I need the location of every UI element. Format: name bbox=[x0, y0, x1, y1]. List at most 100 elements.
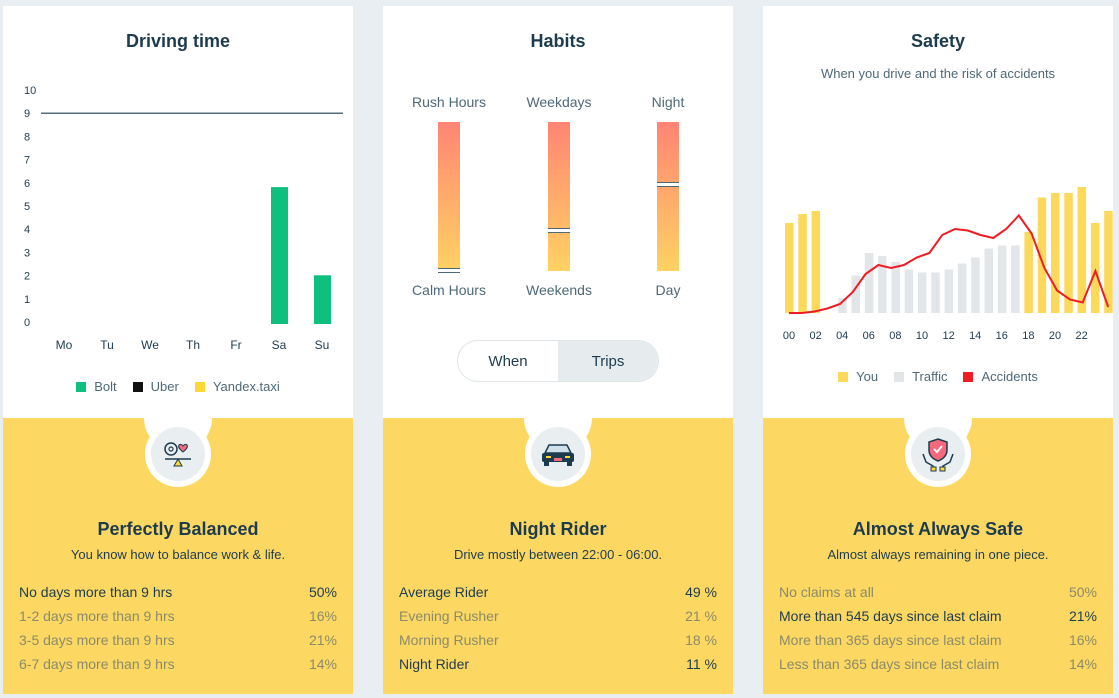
driving-time-chart: 0 1 2 3 4 5 6 7 8 9 10 Mo Tu We Th Fr Sa Su bbox=[24, 85, 343, 352]
section-title: Almost Always Safe bbox=[852, 519, 1024, 539]
traffic-bar bbox=[878, 256, 887, 313]
stat-value: 50% bbox=[308, 584, 337, 600]
you-bar bbox=[785, 223, 794, 313]
accidents-line bbox=[789, 213, 1110, 314]
stat-row: 3-5 days more than 9 hrs 21% bbox=[19, 632, 337, 656]
legend-item: Bolt bbox=[76, 379, 117, 394]
stats-list: No days more than 9 hrs 50% 1-2 days more … bbox=[19, 584, 337, 680]
legend-label: Traffic bbox=[912, 369, 948, 384]
habit-top-label: Night bbox=[651, 94, 685, 110]
habit-bottom-label: Weekends bbox=[526, 282, 592, 298]
legend-label: Bolt bbox=[94, 379, 117, 394]
bolt-bar bbox=[314, 275, 331, 324]
section-subtitle: Drive mostly between 22:00 - 06:00. bbox=[453, 547, 663, 562]
y-tick-label: 7 bbox=[24, 155, 30, 167]
legend-swatch bbox=[838, 371, 849, 382]
stat-value: 18 % bbox=[685, 632, 717, 648]
habit-marker bbox=[438, 268, 460, 273]
stat-label: More than 545 days since last claim bbox=[779, 608, 1002, 624]
when-trips-toggle[interactable]: When Trips bbox=[457, 340, 659, 382]
driving-time-legend: Bolt Uber Yandex.taxi bbox=[3, 379, 353, 394]
day-label: Su bbox=[315, 338, 330, 352]
safety-chart: 00 02 04 06 08 10 12 14 16 18 20 22 bbox=[783, 187, 1113, 342]
hour-label: 16 bbox=[996, 330, 1008, 342]
y-tick-label: 4 bbox=[24, 224, 30, 236]
stat-label: Evening Rusher bbox=[399, 608, 499, 624]
habit-top-label: Rush Hours bbox=[412, 94, 486, 110]
stat-value: 21% bbox=[1068, 608, 1097, 624]
stat-label: 6-7 days more than 9 hrs bbox=[19, 656, 175, 672]
hour-label: 18 bbox=[1022, 330, 1034, 342]
stat-row: 6-7 days more than 9 hrs 14% bbox=[19, 656, 337, 680]
stat-value: 21% bbox=[308, 632, 337, 648]
stat-row: More than 545 days since last claim 21% bbox=[779, 608, 1097, 632]
stat-value: 11 % bbox=[686, 656, 717, 672]
shield-hands-icon bbox=[922, 438, 954, 472]
y-tick-label: 2 bbox=[24, 271, 30, 283]
traffic-bar bbox=[971, 257, 980, 313]
hour-label: 12 bbox=[942, 330, 954, 342]
day-label: Tu bbox=[100, 338, 114, 352]
legend-item: Accidents bbox=[963, 369, 1038, 384]
balance-scale-icon bbox=[164, 442, 191, 467]
section-title: Night Rider bbox=[509, 519, 607, 539]
legend-swatch bbox=[194, 381, 205, 392]
hour-label: 02 bbox=[809, 330, 821, 342]
stat-value: 21 % bbox=[685, 608, 717, 624]
safety-title: Safety bbox=[910, 31, 966, 51]
driving-time-card: Driving time 0 1 2 3 4 5 6 7 8 9 10 Mo Tu We Th Fr Sa Su … bbox=[3, 6, 353, 694]
habits-title: Habits bbox=[530, 31, 586, 51]
you-bar bbox=[1064, 193, 1073, 313]
stat-row: Night Rider 11 % bbox=[399, 656, 717, 680]
stat-row: Evening Rusher 21 % bbox=[399, 608, 717, 632]
yellow-panel bbox=[383, 418, 733, 694]
traffic-bar bbox=[997, 245, 1007, 313]
traffic-bar bbox=[1011, 245, 1020, 313]
y-tick-label: 0 bbox=[24, 317, 30, 329]
y-tick-label: 6 bbox=[24, 178, 30, 190]
traffic-bar bbox=[984, 248, 993, 313]
legend-swatch bbox=[76, 381, 87, 392]
stat-row: Average Rider 49 % bbox=[399, 584, 717, 608]
traffic-bar bbox=[838, 298, 847, 313]
safety-card: Safety When you drive and the risk of ac… bbox=[763, 6, 1113, 694]
driving-time-title: Driving time bbox=[125, 31, 231, 51]
legend-swatch bbox=[963, 371, 974, 382]
hour-label: 20 bbox=[1049, 330, 1061, 342]
bolt-bar bbox=[271, 187, 288, 324]
stat-label: No days more than 9 hrs bbox=[19, 584, 173, 600]
hour-label: 10 bbox=[916, 330, 928, 342]
stats-list: Average Rider 49 % Evening Rusher 21 % Morni… bbox=[399, 584, 717, 680]
stat-value: 49 % bbox=[685, 584, 717, 600]
y-tick-label: 10 bbox=[24, 85, 36, 97]
stat-label: 1-2 days more than 9 hrs bbox=[19, 608, 175, 624]
you-bar bbox=[1077, 187, 1087, 313]
hour-label: 06 bbox=[863, 330, 875, 342]
day-label: We bbox=[141, 338, 159, 352]
stat-row: 1-2 days more than 9 hrs 16% bbox=[19, 608, 337, 632]
stat-row: No days more than 9 hrs 50% bbox=[19, 584, 337, 608]
stat-label: No claims at all bbox=[779, 584, 874, 600]
toggle-when[interactable]: When bbox=[488, 352, 528, 370]
legend-swatch bbox=[132, 381, 143, 392]
habit-gradient-bar bbox=[438, 122, 460, 271]
traffic-bar bbox=[931, 272, 940, 313]
badge bbox=[525, 421, 591, 487]
hour-label: 22 bbox=[1075, 330, 1087, 342]
legend-item: Yandex.taxi bbox=[194, 379, 280, 394]
hour-label: 08 bbox=[889, 330, 901, 342]
legend-label: Uber bbox=[150, 379, 179, 394]
stats-list: No claims at all 50% More than 545 days si… bbox=[779, 584, 1097, 680]
traffic-bar bbox=[851, 275, 860, 313]
yellow-panel bbox=[763, 418, 1113, 694]
habit-gradient-bar bbox=[548, 122, 570, 271]
stat-label: More than 365 days since last claim bbox=[779, 632, 1002, 648]
habit-top-label: Weekdays bbox=[526, 94, 592, 110]
stat-label: Average Rider bbox=[399, 584, 489, 600]
stat-value: 16% bbox=[1068, 632, 1097, 648]
day-label: Sa bbox=[272, 338, 287, 352]
safety-subtitle: When you drive and the risk of accidents bbox=[820, 66, 1056, 81]
y-tick-label: 8 bbox=[24, 131, 30, 143]
toggle-trips[interactable]: Trips bbox=[558, 341, 658, 381]
car-icon bbox=[542, 444, 574, 466]
